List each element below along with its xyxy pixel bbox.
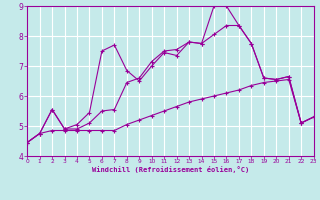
X-axis label: Windchill (Refroidissement éolien,°C): Windchill (Refroidissement éolien,°C) bbox=[92, 166, 249, 173]
